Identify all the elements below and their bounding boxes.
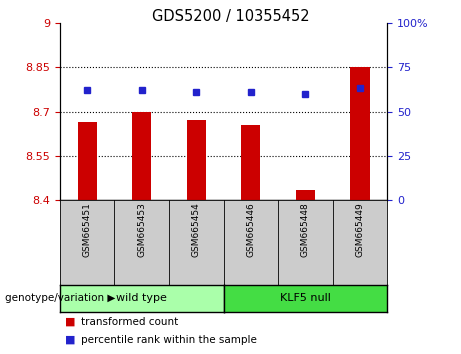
Bar — [350, 67, 370, 200]
Text: GDS5200 / 10355452: GDS5200 / 10355452 — [152, 9, 309, 24]
Text: ■: ■ — [65, 335, 75, 345]
Text: transformed count: transformed count — [81, 317, 178, 327]
Text: genotype/variation ▶: genotype/variation ▶ — [5, 293, 115, 303]
Bar — [187, 120, 206, 200]
Text: GSM665453: GSM665453 — [137, 202, 146, 257]
Text: KLF5 null: KLF5 null — [280, 293, 331, 303]
Text: wild type: wild type — [116, 293, 167, 303]
Bar — [241, 125, 260, 200]
Text: ■: ■ — [65, 317, 75, 327]
Text: GSM665451: GSM665451 — [83, 202, 92, 257]
Bar — [296, 190, 315, 200]
Bar — [132, 112, 151, 200]
Bar — [77, 122, 97, 200]
Text: GSM665446: GSM665446 — [246, 202, 255, 257]
Text: GSM665449: GSM665449 — [355, 202, 365, 257]
Text: GSM665454: GSM665454 — [192, 202, 201, 257]
Text: GSM665448: GSM665448 — [301, 202, 310, 257]
Text: percentile rank within the sample: percentile rank within the sample — [81, 335, 257, 345]
